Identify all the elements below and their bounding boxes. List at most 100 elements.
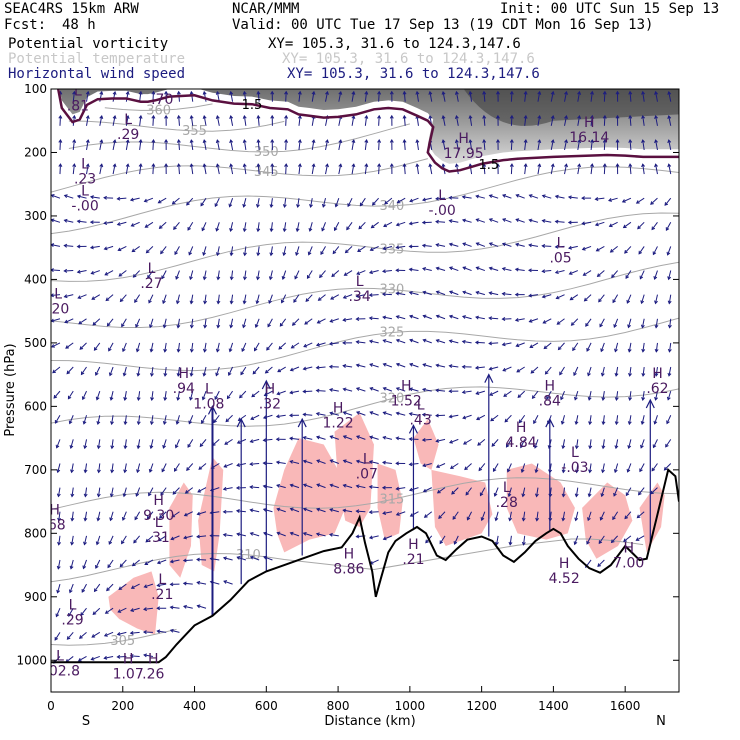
wind-arrowhead bbox=[83, 445, 88, 450]
wind-arrowhead bbox=[129, 631, 134, 635]
wind-arrowhead bbox=[627, 324, 631, 329]
wind-arrowhead bbox=[601, 421, 606, 426]
wind-vector bbox=[462, 196, 472, 199]
wind-vector bbox=[250, 462, 260, 465]
wind-arrowhead bbox=[537, 115, 542, 119]
wind-arrowhead bbox=[415, 139, 420, 143]
wind-vector bbox=[298, 115, 301, 126]
wind-arrowhead bbox=[468, 114, 473, 119]
wind-arrowhead bbox=[76, 269, 81, 274]
wind-vector bbox=[175, 270, 180, 280]
wind-vector bbox=[303, 532, 313, 537]
wind-arrowhead bbox=[395, 338, 400, 343]
wind-vector bbox=[71, 463, 74, 473]
wind-vector bbox=[91, 294, 101, 300]
hl-value-26: .68 bbox=[43, 517, 65, 533]
wind-vector bbox=[603, 139, 606, 150]
wind-arrowhead bbox=[461, 315, 466, 319]
wind-vector bbox=[351, 91, 355, 102]
wind-arrowhead bbox=[654, 115, 658, 119]
wind-vector bbox=[493, 463, 499, 472]
wind-vector bbox=[124, 439, 127, 449]
wind-arrowhead bbox=[69, 565, 74, 570]
wind-vector bbox=[198, 463, 207, 470]
wind-arrowhead bbox=[163, 397, 168, 401]
wind-arrowhead bbox=[461, 339, 466, 344]
wind-arrowhead bbox=[415, 163, 420, 168]
wind-vector bbox=[96, 535, 101, 545]
wind-vector bbox=[320, 246, 326, 255]
wind-vector bbox=[668, 140, 672, 151]
x-tick-label: 400 bbox=[183, 699, 206, 713]
field-xy-pv: XY= 105.3, 31.6 to 124.3,147.6 bbox=[268, 36, 521, 52]
wind-vector bbox=[104, 631, 114, 637]
wind-vector bbox=[65, 342, 74, 349]
wind-vector bbox=[642, 91, 645, 102]
wind-arrowhead bbox=[475, 290, 480, 295]
wind-vector bbox=[112, 115, 116, 126]
wind-arrowhead bbox=[267, 323, 271, 328]
wind-vector bbox=[510, 115, 513, 126]
wind-vector bbox=[187, 222, 194, 231]
wind-arrowhead bbox=[149, 348, 154, 353]
wind-vector bbox=[449, 291, 459, 296]
wind-arrowhead bbox=[99, 90, 104, 95]
wind-vector bbox=[82, 559, 87, 569]
wind-arrowhead bbox=[196, 534, 201, 539]
wind-vector bbox=[277, 390, 286, 395]
wind-arrowhead bbox=[368, 484, 373, 489]
wind-vector bbox=[188, 415, 194, 424]
wind-vector bbox=[257, 164, 260, 175]
wind-arrowhead bbox=[151, 90, 156, 95]
hl-value-7: -.00 bbox=[428, 203, 455, 219]
wind-arrowhead bbox=[665, 227, 670, 232]
wind-arrowhead bbox=[81, 396, 86, 401]
wind-vector bbox=[585, 318, 592, 327]
wind-vector bbox=[542, 270, 552, 272]
y-tick-label: 200 bbox=[24, 145, 47, 159]
wind-arrowhead bbox=[96, 421, 101, 425]
wind-vector bbox=[78, 656, 87, 662]
wind-arrowhead bbox=[479, 492, 484, 497]
wind-vector bbox=[383, 363, 393, 368]
wind-arrowhead bbox=[200, 202, 204, 207]
wind-vector bbox=[455, 115, 459, 126]
wind-vector bbox=[151, 415, 154, 425]
wind-vector bbox=[200, 197, 207, 206]
wind-arrowhead bbox=[222, 556, 227, 561]
wind-vector bbox=[290, 390, 300, 394]
wind-vector bbox=[217, 318, 220, 328]
wind-arrowhead bbox=[501, 317, 506, 321]
wind-vector bbox=[343, 294, 353, 299]
wind-vector bbox=[77, 195, 87, 199]
wind-arrowhead bbox=[110, 445, 115, 450]
wind-vector bbox=[423, 363, 432, 368]
wind-vector bbox=[436, 438, 446, 442]
wind-vector bbox=[641, 318, 645, 328]
wind-vector bbox=[175, 439, 180, 448]
wind-arrowhead bbox=[129, 197, 134, 202]
wind-arrowhead bbox=[521, 541, 526, 546]
wind-arrowhead bbox=[99, 115, 104, 119]
wind-arrowhead bbox=[316, 507, 321, 512]
wind-arrowhead bbox=[583, 297, 588, 302]
theta-330 bbox=[51, 261, 679, 328]
wind-arrowhead bbox=[515, 343, 520, 348]
wind-arrowhead bbox=[109, 493, 114, 498]
wind-arrowhead bbox=[628, 397, 632, 402]
wind-arrowhead bbox=[588, 421, 593, 426]
wind-vectors bbox=[51, 90, 672, 664]
wind-vector bbox=[266, 342, 273, 351]
wind-arrowhead bbox=[77, 295, 82, 299]
wind-vector bbox=[56, 439, 61, 448]
wind-vector bbox=[602, 463, 605, 473]
wind-vector bbox=[396, 245, 406, 249]
wind-arrowhead bbox=[611, 274, 615, 279]
wind-arrowhead bbox=[395, 411, 400, 416]
wind-vector bbox=[91, 655, 100, 661]
wind-vector bbox=[356, 435, 366, 440]
wind-arrowhead bbox=[422, 363, 427, 367]
wind-arrowhead bbox=[254, 324, 259, 329]
wind-vector bbox=[603, 164, 606, 175]
wind-arrowhead bbox=[90, 270, 95, 275]
